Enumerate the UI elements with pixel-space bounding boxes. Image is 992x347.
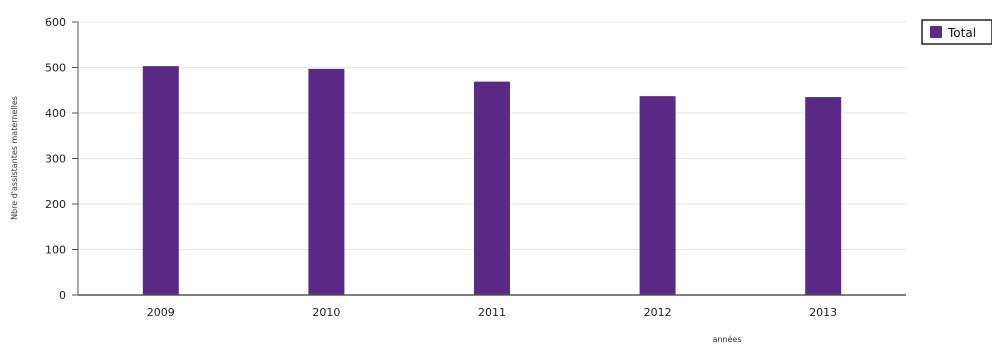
y-axis-title: Nbre d'assistantes maternelles xyxy=(10,96,19,220)
legend-label: Total xyxy=(947,26,976,40)
y-tick-label: 500 xyxy=(45,62,66,75)
bar xyxy=(639,96,676,295)
y-tick-label: 400 xyxy=(45,107,66,120)
y-tick-label: 300 xyxy=(45,153,66,166)
x-tick-label: 2012 xyxy=(644,306,672,319)
x-tick-label: 2011 xyxy=(478,306,506,319)
y-tick-labels: 0 100 200 300 400 500 600 xyxy=(45,16,78,302)
y-tick-label: 200 xyxy=(45,198,66,211)
bar xyxy=(805,97,842,295)
x-tick-label: 2009 xyxy=(147,306,175,319)
legend-swatch xyxy=(930,26,942,38)
y-tick-label: 0 xyxy=(59,289,66,302)
legend: Total xyxy=(921,19,992,45)
bar xyxy=(142,66,179,295)
bar xyxy=(474,81,510,295)
x-tick-label: 2010 xyxy=(312,306,340,319)
y-tick-label: 100 xyxy=(45,244,66,257)
x-tick-label: 2013 xyxy=(809,306,837,319)
bar xyxy=(308,68,345,296)
x-tick-labels: 2009 2010 2011 2012 2013 xyxy=(147,306,837,319)
y-tick-label: 600 xyxy=(45,16,66,29)
bars xyxy=(142,66,842,296)
x-axis-title: années xyxy=(712,334,741,344)
